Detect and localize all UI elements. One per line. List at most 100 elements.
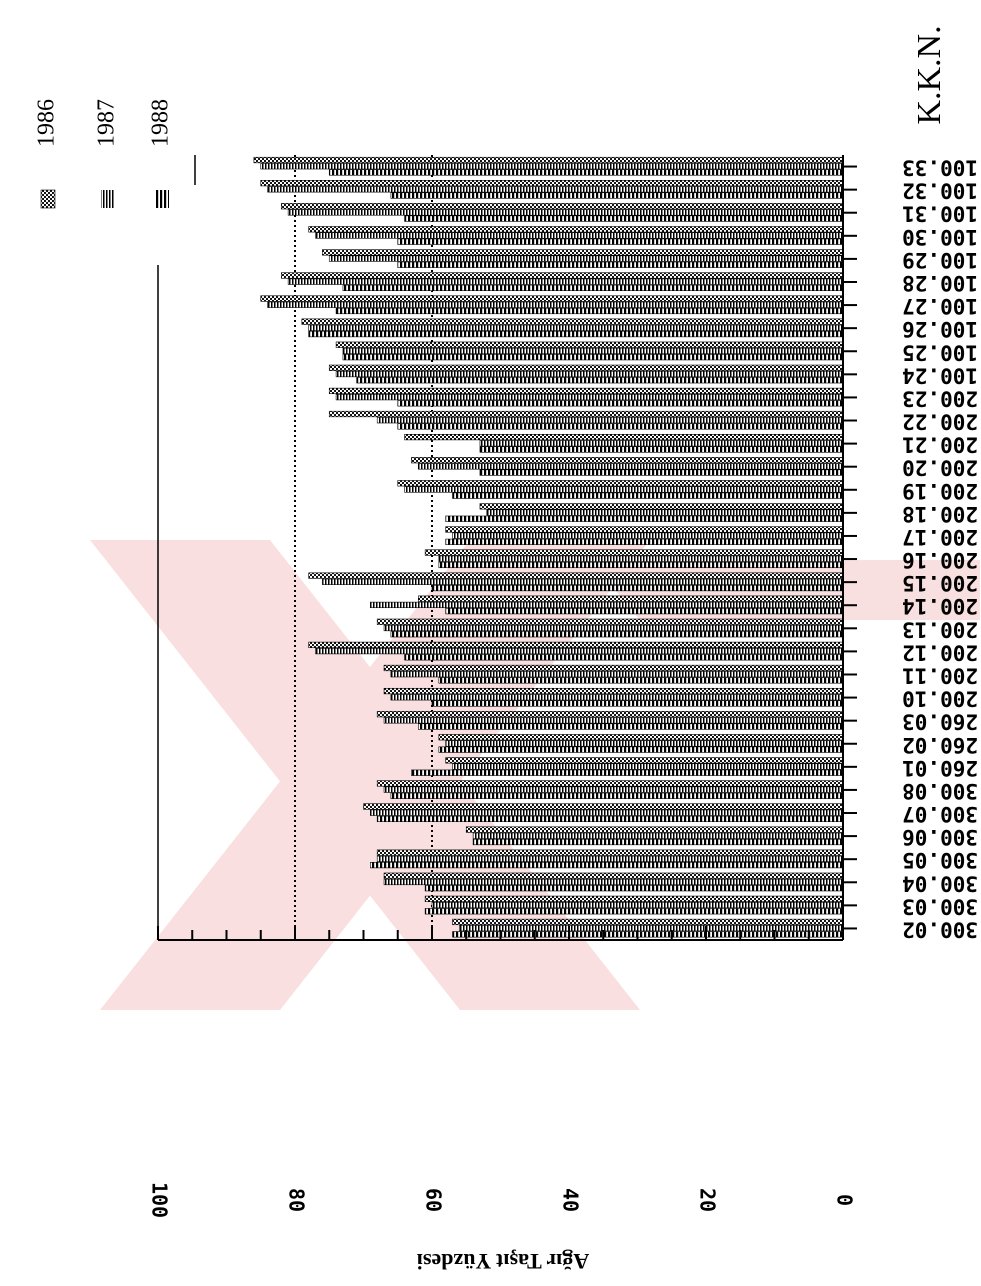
bars bbox=[253, 156, 844, 938]
legend-swatch-1987 bbox=[101, 190, 115, 208]
legend-swatch-1986 bbox=[40, 189, 56, 209]
bar-1988-200.19 bbox=[452, 492, 844, 499]
category-label: 200.15 bbox=[902, 571, 978, 595]
bar-1986-200.23 bbox=[328, 387, 844, 395]
bar-1988-200.22 bbox=[397, 423, 844, 430]
bar-1986-300.03 bbox=[424, 895, 844, 902]
bar-1987-100.29 bbox=[328, 255, 844, 262]
bar-1988-200.16 bbox=[438, 561, 844, 569]
legend-label-1988: 1988 bbox=[148, 99, 174, 147]
bar-1988-300.05 bbox=[370, 861, 844, 869]
bar-1988-100.29 bbox=[397, 261, 844, 268]
x-tick-labels: 300.02300.03300.04300.05300.06300.07300.… bbox=[902, 156, 978, 942]
bar-1986-200.16 bbox=[424, 549, 844, 556]
category-label: 300.06 bbox=[902, 825, 978, 849]
bar-1987-200.16 bbox=[438, 555, 844, 562]
bar-1988-300.08 bbox=[390, 792, 844, 799]
legend-swatch-1988 bbox=[155, 190, 169, 208]
category-label: 100.33 bbox=[902, 156, 978, 180]
bar-1986-200.19 bbox=[397, 480, 844, 487]
category-label: 100.29 bbox=[902, 248, 978, 272]
bar-1987-300.06 bbox=[472, 832, 844, 839]
category-label: 300.02 bbox=[902, 917, 978, 941]
bar-1988-200.21 bbox=[479, 446, 844, 453]
bar-1987-260.02 bbox=[445, 740, 844, 747]
y-axis-label: Ağır Taşıt Yüzdesi bbox=[417, 1249, 589, 1274]
category-label: 200.14 bbox=[902, 594, 978, 618]
category-label: 200.21 bbox=[902, 433, 978, 457]
category-label: 200.17 bbox=[902, 525, 978, 549]
category-label: 200.20 bbox=[902, 456, 978, 480]
bar-1987-200.12 bbox=[315, 647, 844, 655]
bar-1987-200.14 bbox=[370, 601, 844, 609]
bar-1987-300.02 bbox=[459, 925, 844, 932]
bar-1986-200.17 bbox=[445, 526, 844, 533]
category-label: 200.10 bbox=[902, 687, 978, 711]
bar-1987-100.26 bbox=[308, 324, 844, 331]
bar-1986-200.22 bbox=[328, 410, 844, 418]
bar-1988-100.24 bbox=[356, 377, 844, 384]
bar-1986-100.32 bbox=[260, 180, 844, 187]
bar-1987-260.01 bbox=[452, 763, 844, 770]
category-label: 100.27 bbox=[902, 294, 978, 318]
bar-1986-300.02 bbox=[452, 918, 844, 926]
bar-1986-100.29 bbox=[322, 249, 844, 256]
bar-1986-100.28 bbox=[280, 272, 844, 279]
bar-1986-200.10 bbox=[383, 687, 844, 695]
category-label: 300.05 bbox=[902, 848, 978, 872]
bar-1987-300.05 bbox=[376, 855, 844, 862]
bar-1987-100.24 bbox=[335, 370, 844, 378]
bar-1986-100.26 bbox=[301, 318, 844, 325]
category-label: 200.12 bbox=[902, 640, 978, 664]
legend: 1986 1987 1988 bbox=[34, 99, 174, 209]
bar-1988-100.31 bbox=[404, 215, 844, 222]
bar-1987-200.10 bbox=[390, 694, 844, 701]
bar-1986-300.06 bbox=[465, 826, 844, 833]
bar-1987-200.22 bbox=[376, 417, 844, 424]
bar-1986-200.13 bbox=[376, 618, 844, 625]
bar-1988-200.10 bbox=[431, 700, 844, 707]
bar-1988-200.20 bbox=[479, 469, 844, 476]
bar-1988-300.06 bbox=[472, 838, 844, 846]
bar-1986-100.25 bbox=[335, 341, 844, 348]
bar-1987-200.21 bbox=[479, 440, 844, 447]
bar-1986-260.02 bbox=[438, 734, 844, 741]
bar-1988-200.17 bbox=[445, 538, 844, 545]
category-label: 200.19 bbox=[902, 479, 978, 503]
category-label: 200.13 bbox=[902, 617, 978, 641]
bar-1987-100.28 bbox=[287, 278, 844, 285]
bar-1987-100.32 bbox=[267, 186, 844, 193]
y-tick-labels: 0 20 40 60 80 100 bbox=[148, 1182, 857, 1218]
bar-1986-100.30 bbox=[308, 226, 844, 233]
bar-1988-300.07 bbox=[376, 815, 844, 823]
value-tick-label-0: 0 bbox=[833, 1194, 857, 1206]
bar-1988-100.25 bbox=[342, 354, 844, 361]
bar-1988-260.02 bbox=[438, 746, 844, 753]
category-label: 300.03 bbox=[902, 894, 978, 918]
bar-1986-100.33 bbox=[253, 156, 844, 164]
bar-1988-200.23 bbox=[397, 400, 844, 407]
legend-label-1987: 1987 bbox=[94, 99, 120, 147]
category-label: 100.31 bbox=[902, 202, 978, 226]
value-tick-label-40: 40 bbox=[559, 1188, 583, 1212]
bar-1988-100.30 bbox=[397, 238, 844, 245]
bar-1986-200.15 bbox=[308, 572, 844, 579]
bar-1987-300.08 bbox=[383, 786, 844, 793]
category-label: 200.16 bbox=[902, 548, 978, 572]
bar-1986-300.08 bbox=[376, 780, 844, 787]
category-label: 100.30 bbox=[902, 225, 978, 249]
bar-1988-200.12 bbox=[404, 654, 844, 661]
bar-1986-200.18 bbox=[479, 503, 844, 510]
bar-1987-200.23 bbox=[335, 394, 844, 401]
category-label: 260.01 bbox=[902, 756, 978, 780]
bar-1987-260.03 bbox=[383, 717, 844, 724]
category-label: 200.22 bbox=[902, 410, 978, 434]
bar-1988-200.13 bbox=[390, 631, 844, 638]
bar-1987-200.11 bbox=[390, 671, 844, 678]
category-label: 200.18 bbox=[902, 502, 978, 526]
bar-1986-260.03 bbox=[376, 711, 844, 718]
bar-1986-100.27 bbox=[260, 295, 844, 302]
chart-title: K.K.N. bbox=[911, 25, 948, 124]
value-tick-label-20: 20 bbox=[696, 1188, 720, 1212]
